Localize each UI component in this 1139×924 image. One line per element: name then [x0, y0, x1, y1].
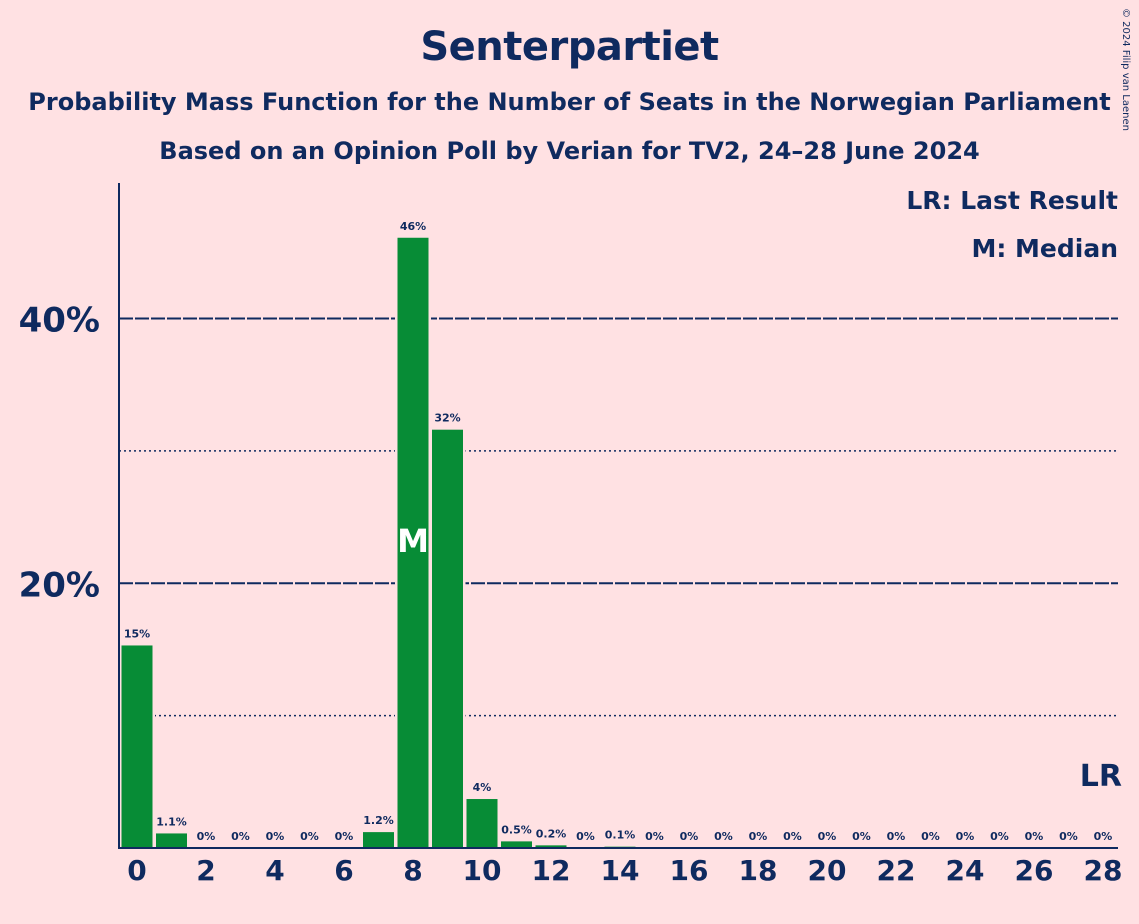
bar-seat-7 — [363, 832, 394, 848]
bar-value-label: 1.2% — [363, 814, 394, 827]
bar-value-label: 15% — [124, 627, 150, 640]
chart-subtitle: Probability Mass Function for the Number… — [28, 88, 1111, 116]
x-tick-label: 16 — [670, 854, 709, 887]
last-result-marker: LR — [1080, 759, 1122, 794]
grid-lines — [119, 317, 1118, 717]
x-tick-label: 18 — [739, 854, 778, 887]
x-tick-label: 8 — [403, 854, 422, 887]
median-marker: M — [397, 522, 429, 560]
x-tick-label: 24 — [946, 854, 985, 887]
bar-value-label: 0% — [852, 830, 871, 843]
bar-value-label: 0% — [300, 830, 319, 843]
bar-seat-8 — [397, 237, 429, 849]
axes — [118, 183, 1118, 849]
bar-value-label: 0.5% — [501, 823, 532, 836]
x-tick-label: 28 — [1084, 854, 1123, 887]
x-tick-label: 4 — [265, 854, 284, 887]
bar-seat-11 — [501, 841, 532, 848]
x-tick-label: 20 — [808, 854, 847, 887]
bar-value-label: 0% — [231, 830, 250, 843]
bar-value-label: 0% — [990, 830, 1009, 843]
bar-value-label: 0.1% — [605, 829, 636, 842]
x-tick-label: 2 — [196, 854, 215, 887]
bar-seat-12 — [535, 845, 567, 848]
y-tick-label: 40% — [19, 301, 100, 341]
bar-labels: 15% 1.1% 0% 0% 0% 0% 0% 1.2% 46% 32% 4% 0.5% 0.2% 0% 0… — [124, 220, 1122, 843]
y-tick-label: 20% — [19, 565, 100, 605]
bar-value-label: 4% — [473, 781, 492, 794]
bar-value-label: 0.2% — [536, 827, 567, 840]
bars — [119, 235, 638, 849]
chart-title: Senterpartiet — [420, 24, 719, 70]
bar-seat-1 — [156, 833, 187, 848]
bar-seat-10 — [466, 799, 498, 848]
bar-value-label: 1.1% — [156, 815, 187, 828]
bar-value-label: 0% — [956, 830, 975, 843]
bar-value-label: 0% — [1059, 830, 1078, 843]
x-tick-label: 0 — [127, 854, 146, 887]
x-tick-label: 12 — [532, 854, 571, 887]
chart-source: Based on an Opinion Poll by Verian for T… — [159, 137, 980, 165]
bar-halo — [602, 844, 638, 848]
bar-value-label: 0% — [576, 830, 595, 843]
bar-value-label: 0% — [818, 830, 837, 843]
bar-value-label: 0% — [645, 830, 664, 843]
bar-seat-9 — [432, 429, 463, 848]
x-tick-label: 22 — [877, 854, 916, 887]
bar-value-label: 0% — [714, 830, 733, 843]
bar-value-label: 0% — [1094, 830, 1113, 843]
bar-value-label: 0% — [783, 830, 802, 843]
bar-value-label: 32% — [434, 412, 460, 425]
legend-last-result: LR: Last Result — [906, 186, 1118, 215]
bar-value-label: 0% — [266, 830, 285, 843]
x-tick-label: 14 — [601, 854, 640, 887]
bar-seat-0 — [121, 645, 153, 848]
x-tick-label: 26 — [1015, 854, 1054, 887]
bar-value-label: 0% — [680, 830, 699, 843]
bar-value-label: 0% — [921, 830, 940, 843]
bar-value-label: 0% — [887, 830, 906, 843]
bar-value-label: 0% — [749, 830, 768, 843]
bar-value-label: 46% — [400, 220, 426, 233]
x-tick-label: 6 — [334, 854, 353, 887]
bar-value-label: 0% — [1025, 830, 1044, 843]
legend-median: M: Median — [971, 234, 1118, 263]
bar-value-label: 0% — [335, 830, 354, 843]
x-tick-label: 10 — [463, 854, 502, 887]
bar-value-label: 0% — [197, 830, 216, 843]
